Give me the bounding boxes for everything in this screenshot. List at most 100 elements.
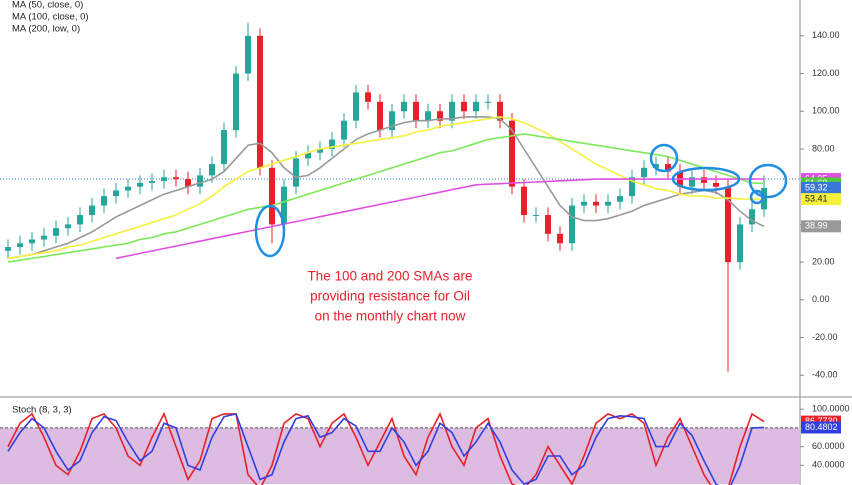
candle-body xyxy=(209,164,215,176)
y-tick-label: 140.00 xyxy=(812,30,840,40)
candle-body xyxy=(581,201,587,206)
candle-body xyxy=(173,177,179,180)
candle-body xyxy=(641,167,647,178)
candle-body xyxy=(89,205,95,215)
candle-body xyxy=(305,152,311,159)
price-panel: 140.00120.00100.0080.0040.0020.000.00-20… xyxy=(0,0,841,380)
annotation: The 100 and 200 SMAs are xyxy=(307,269,472,284)
candle-body xyxy=(701,177,707,183)
candle-body xyxy=(233,73,239,131)
candle-body xyxy=(5,247,11,251)
candle-body xyxy=(185,179,191,187)
candle-body xyxy=(569,205,575,244)
candle-body xyxy=(29,239,35,244)
circle xyxy=(649,143,679,173)
y-tick-label: -20.00 xyxy=(812,332,838,342)
circle xyxy=(671,166,741,192)
highlight-circles xyxy=(254,143,788,258)
indicator-line xyxy=(7,116,765,260)
candle-body xyxy=(377,101,383,131)
candle-body xyxy=(101,196,107,206)
candle-body xyxy=(749,209,755,225)
candle-body xyxy=(665,164,671,172)
candle-body xyxy=(485,101,491,103)
candle-body xyxy=(269,167,275,225)
y-tick-label: 100.00 xyxy=(812,106,840,116)
price-label-box xyxy=(801,193,841,206)
price-label: 38.99 xyxy=(805,221,828,231)
candle-body xyxy=(17,243,23,248)
candle-body xyxy=(617,196,623,202)
candle-body xyxy=(257,35,263,168)
indicator-line xyxy=(7,116,764,260)
y-tick-label: 0.00 xyxy=(812,294,830,304)
candle-body xyxy=(293,158,299,187)
candle-body xyxy=(65,224,71,229)
price-label: 59.32 xyxy=(805,182,828,192)
candle-body xyxy=(389,111,395,131)
y-tick-label: 80.00 xyxy=(812,143,835,153)
candle-body xyxy=(425,111,431,121)
circle xyxy=(749,189,765,205)
y-tick-label: 60.0000 xyxy=(812,441,845,451)
candle-body xyxy=(341,120,347,140)
candle-body xyxy=(221,130,227,165)
candle-body xyxy=(689,177,695,187)
candle-body xyxy=(725,186,731,263)
candle-body xyxy=(653,164,659,168)
candle-body xyxy=(281,186,287,225)
y-tick-label: 40.0000 xyxy=(812,460,845,470)
candle-body xyxy=(497,101,503,121)
indicator-line xyxy=(7,412,765,485)
candle-body xyxy=(509,120,515,187)
y-tick-label: 20.00 xyxy=(812,256,835,266)
candle-body xyxy=(161,177,167,182)
candle-body xyxy=(533,214,539,216)
indicator-line xyxy=(7,411,765,485)
candle-body xyxy=(521,186,527,215)
candle-body xyxy=(605,201,611,206)
candle-body xyxy=(629,177,635,197)
candle-body xyxy=(437,111,443,121)
candle-body xyxy=(197,175,203,187)
candle-body xyxy=(77,214,83,225)
annotation: providing resistance for Oil xyxy=(310,289,470,304)
candle-body xyxy=(413,101,419,121)
circle xyxy=(748,163,788,199)
candle-body xyxy=(545,214,551,234)
panel-title: Stoch (8, 3, 3) xyxy=(12,405,72,416)
y-tick-label: -40.00 xyxy=(812,370,838,380)
price-label: 86.7730 xyxy=(805,416,838,426)
candle-body xyxy=(449,101,455,121)
candle-body xyxy=(317,148,323,153)
price-label: 80.4802 xyxy=(805,422,838,432)
circle xyxy=(254,204,286,258)
stoch-panel: 100.0000 60.0000 40.0000 Stoch (8, 3, 3) 86.… xyxy=(0,404,850,485)
y-tick-label: 120.00 xyxy=(812,68,840,78)
candle-body xyxy=(473,101,479,112)
candle-body xyxy=(401,101,407,112)
candle-body xyxy=(365,92,371,102)
candle-body xyxy=(329,139,335,149)
candle-body xyxy=(713,182,719,187)
candle-body xyxy=(53,228,59,236)
candle-body xyxy=(461,101,467,112)
candle-body xyxy=(353,92,359,121)
candle-body xyxy=(125,186,131,191)
candle-body xyxy=(737,224,743,263)
annotation: on the monthly chart now xyxy=(315,309,466,324)
legend-entry: MA (100, close, 0) xyxy=(12,12,89,23)
candle-body xyxy=(149,181,155,183)
candle-body xyxy=(593,201,599,206)
candle-body xyxy=(245,35,251,74)
legend-entry: MA (200, low, 0) xyxy=(12,24,80,35)
legend-entry: MA (50, close, 0) xyxy=(12,0,83,11)
price-label: 53.41 xyxy=(805,193,828,203)
price-label-box xyxy=(801,220,841,233)
candle-body xyxy=(557,233,563,244)
price-label-box xyxy=(801,181,841,194)
indicator-line xyxy=(115,178,765,260)
indicator-line xyxy=(7,133,765,263)
